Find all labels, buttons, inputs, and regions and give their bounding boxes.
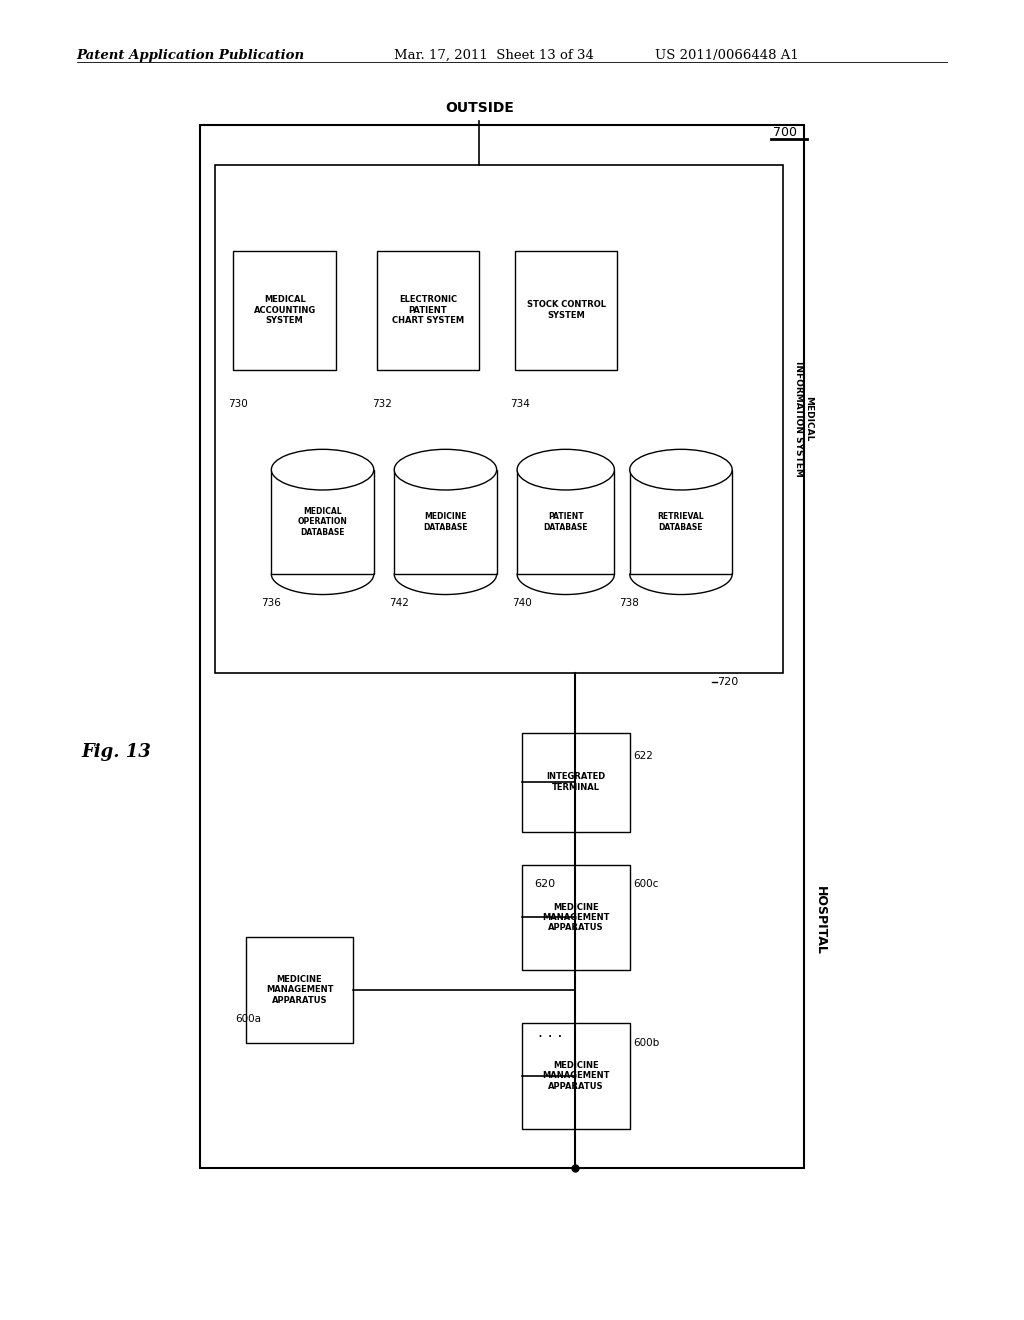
Text: US 2011/0066448 A1: US 2011/0066448 A1 <box>655 49 799 62</box>
Text: 600c: 600c <box>633 879 658 890</box>
Text: MEDICAL
OPERATION
DATABASE: MEDICAL OPERATION DATABASE <box>298 507 347 537</box>
Text: 730: 730 <box>228 399 248 409</box>
Text: 736: 736 <box>261 598 281 609</box>
Text: STOCK CONTROL
SYSTEM: STOCK CONTROL SYSTEM <box>526 301 606 319</box>
Text: 600a: 600a <box>236 1014 261 1024</box>
Text: Patent Application Publication: Patent Application Publication <box>77 49 305 62</box>
Text: MEDICINE
DATABASE: MEDICINE DATABASE <box>423 512 468 532</box>
Text: 620: 620 <box>534 879 555 890</box>
Text: 700: 700 <box>773 125 797 139</box>
Text: Fig. 13: Fig. 13 <box>82 743 152 762</box>
Text: MEDICAL
ACCOUNTING
SYSTEM: MEDICAL ACCOUNTING SYSTEM <box>254 296 315 325</box>
Ellipse shape <box>271 449 374 490</box>
Bar <box>515 251 617 370</box>
Bar <box>394 470 497 574</box>
Text: MEDICAL
INFORMATION SYSTEM: MEDICAL INFORMATION SYSTEM <box>794 362 813 477</box>
Text: Mar. 17, 2011  Sheet 13 of 34: Mar. 17, 2011 Sheet 13 of 34 <box>394 49 594 62</box>
Ellipse shape <box>394 449 497 490</box>
Text: MEDICINE
MANAGEMENT
APPARATUS: MEDICINE MANAGEMENT APPARATUS <box>266 975 333 1005</box>
Text: 720: 720 <box>717 677 738 688</box>
Ellipse shape <box>630 449 732 490</box>
Text: 734: 734 <box>510 399 529 409</box>
Bar <box>517 470 614 574</box>
Text: PATIENT
DATABASE: PATIENT DATABASE <box>544 512 588 532</box>
Bar <box>522 733 630 832</box>
Bar <box>630 470 732 574</box>
Bar <box>215 165 783 673</box>
Bar <box>271 470 374 574</box>
Text: RETRIEVAL
DATABASE: RETRIEVAL DATABASE <box>657 512 705 532</box>
Text: . . .: . . . <box>538 1024 562 1040</box>
Bar <box>246 937 353 1043</box>
Text: ELECTRONIC
PATIENT
CHART SYSTEM: ELECTRONIC PATIENT CHART SYSTEM <box>392 296 464 325</box>
Bar <box>233 251 336 370</box>
Text: 732: 732 <box>372 399 391 409</box>
Text: 622: 622 <box>633 751 652 760</box>
Ellipse shape <box>517 449 614 490</box>
Text: 738: 738 <box>620 598 639 609</box>
Bar <box>377 251 479 370</box>
Bar <box>522 1023 630 1129</box>
Text: INTEGRATED
TERMINAL: INTEGRATED TERMINAL <box>547 772 605 792</box>
Text: MEDICINE
MANAGEMENT
APPARATUS: MEDICINE MANAGEMENT APPARATUS <box>543 1061 609 1090</box>
Bar <box>200 125 804 1168</box>
Text: 742: 742 <box>389 598 409 609</box>
Text: 600b: 600b <box>633 1038 659 1048</box>
Text: HOSPITAL: HOSPITAL <box>814 886 827 956</box>
Text: MEDICINE
MANAGEMENT
APPARATUS: MEDICINE MANAGEMENT APPARATUS <box>543 903 609 932</box>
Bar <box>522 865 630 970</box>
Text: OUTSIDE: OUTSIDE <box>444 100 514 115</box>
Text: 740: 740 <box>512 598 531 609</box>
